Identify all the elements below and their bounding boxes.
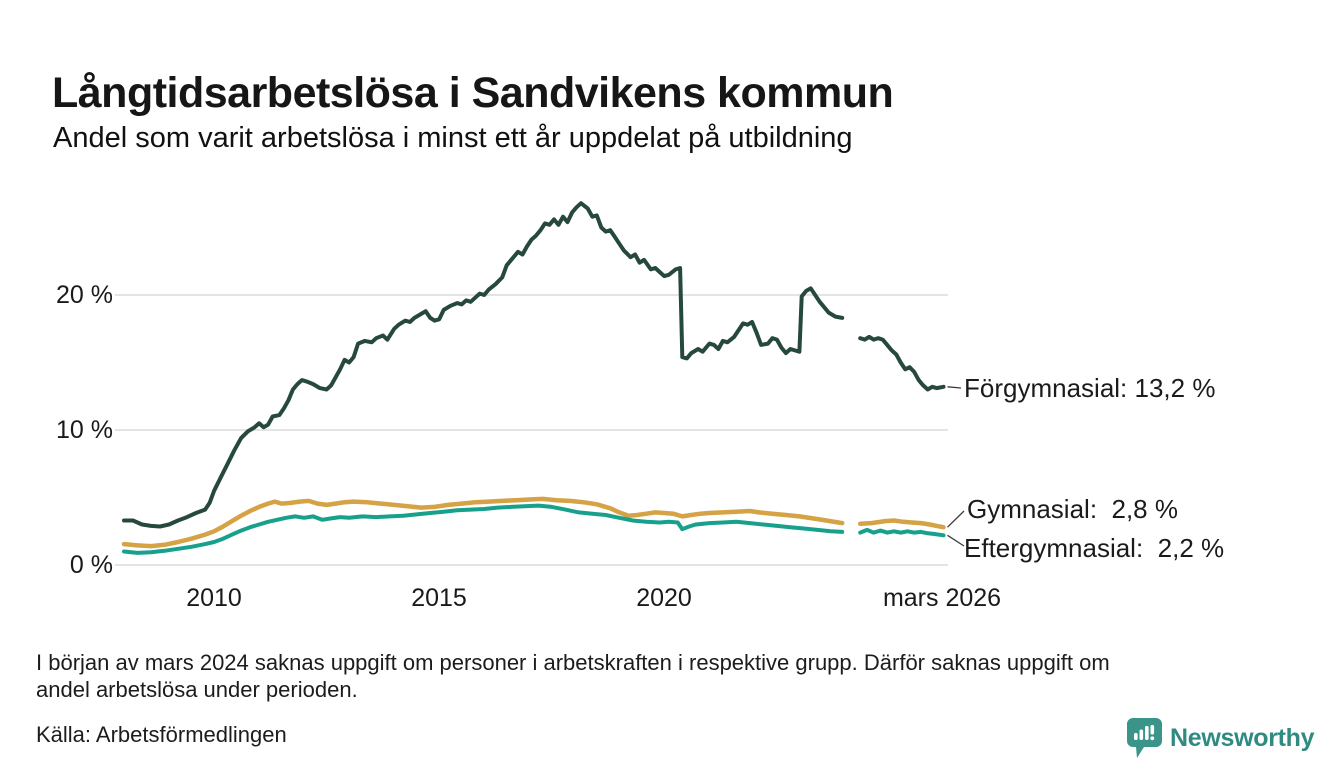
series-label-eftergymnasial: Eftergymnasial: 2,2 %	[964, 533, 1225, 563]
newsworthy-bubble-bar-chart-icon	[1127, 718, 1162, 758]
label-connector-eftergymnasial	[947, 534, 965, 547]
x-axis-tick-2010: 2010	[186, 584, 242, 612]
newsworthy-wordmark: Newsworthy	[1170, 723, 1315, 752]
footnote-line-1: I början av mars 2024 saknas uppgift om …	[36, 650, 1110, 675]
series-line-gymnasial	[121, 496, 946, 549]
footnote-line-2: andel arbetslösa under perioden.	[36, 677, 358, 702]
x-axis-tick-2020: 2020	[636, 584, 692, 612]
x-axis-tick-mars-2026: mars 2026	[882, 584, 1002, 612]
y-axis-tick-20: 20 %	[56, 281, 113, 309]
chart-canvas	[115, 201, 965, 566]
label-connector-gymnasial	[947, 510, 965, 528]
series-label-forgymnasial: Förgymnasial: 13,2 %	[964, 373, 1216, 403]
x-axis-tick-2015: 2015	[411, 584, 467, 612]
source-attribution: Källa: Arbetsförmedlingen	[36, 722, 287, 747]
series-label-gymnasial: Gymnasial: 2,8 %	[967, 494, 1178, 524]
label-connector-förgymnasial	[947, 386, 962, 389]
y-axis-tick-0: 0 %	[69, 551, 113, 579]
newsworthy-logo: Newsworthy	[1126, 717, 1315, 759]
chart-subtitle: Andel som varit arbetslösa i minst ett å…	[53, 122, 853, 154]
series-line-eftergymnasial	[122, 503, 946, 555]
chart-footnote: I början av mars 2024 saknas uppgift om …	[36, 649, 1110, 703]
line-chart: 20 % 10 % 0 % 2010 2015 2020 mars 2026 F…	[56, 201, 1225, 612]
y-axis-tick-10: 10 %	[56, 416, 113, 444]
page-title: Långtidsarbetslösa i Sandvikens kommun	[52, 68, 894, 117]
series-line-förgymnasial	[122, 201, 946, 529]
